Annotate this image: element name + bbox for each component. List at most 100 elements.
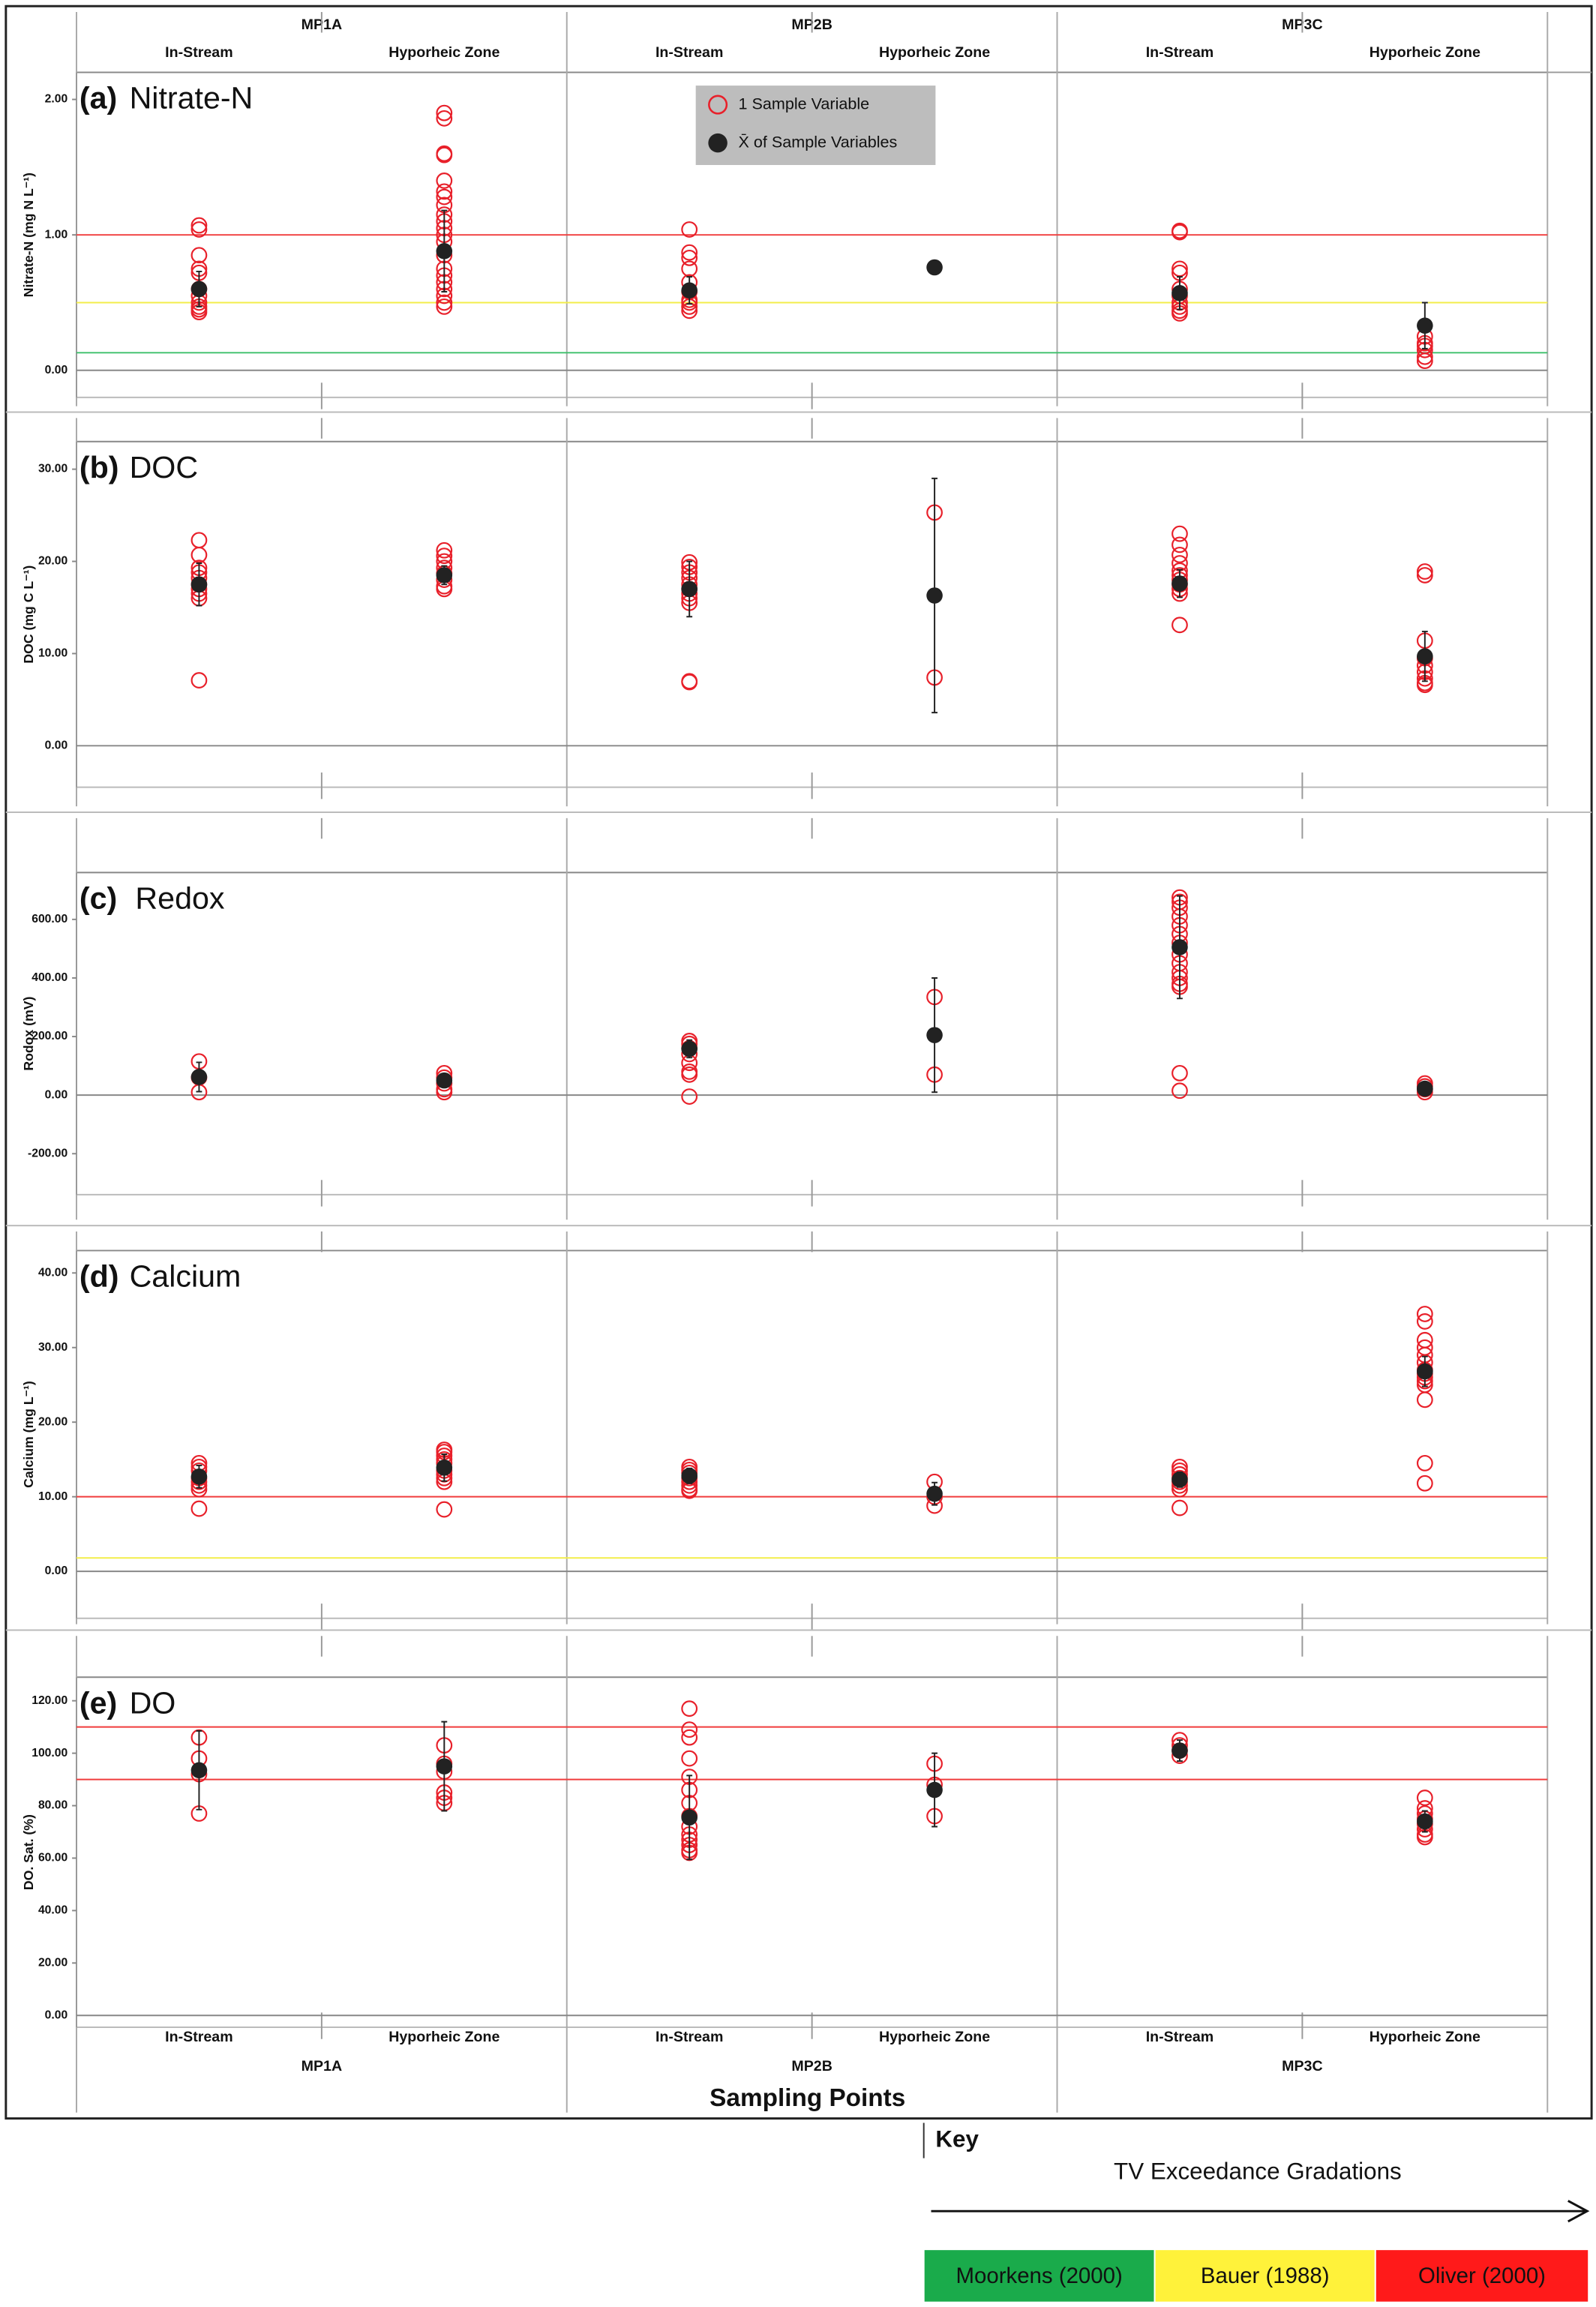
y-tick-label: 30.00 [38, 463, 68, 476]
mean-point [436, 1758, 453, 1774]
legend-label: 1 Sample Variable [739, 94, 870, 112]
sample-point [190, 1500, 208, 1517]
sample-point [1416, 567, 1433, 584]
mean-point [681, 1809, 698, 1826]
y-tick-label: 1.00 [45, 228, 68, 241]
sample-point [1416, 1306, 1433, 1322]
sample-point [190, 532, 208, 549]
site-label: MP3C [1282, 2058, 1322, 2074]
mean-point [1417, 317, 1433, 334]
mean-point [926, 587, 943, 604]
key-swatch [922, 2248, 1156, 2303]
y-axis-label: Rodox (mV) [21, 997, 36, 1071]
key-label: Bauer (1988) [1201, 2264, 1330, 2288]
sample-point [436, 1501, 453, 1518]
sample-point [1416, 1790, 1433, 1806]
sample-point [681, 221, 698, 238]
mean-point [1417, 1080, 1433, 1097]
panel-letter: (a) [80, 81, 117, 116]
sample-point [436, 146, 453, 164]
category-label: In-Stream [165, 2029, 232, 2045]
sample-point [1172, 547, 1188, 563]
mean-point [1172, 1742, 1188, 1759]
key-swatch [1374, 2248, 1590, 2303]
sample-point [1416, 352, 1433, 370]
sample-point [681, 244, 698, 261]
mean-point [436, 243, 453, 260]
panel-title: Nitrate-N [130, 81, 254, 116]
sample-point [1172, 222, 1188, 239]
legend-box [695, 86, 936, 166]
sample-point [436, 104, 453, 122]
mean-point [436, 1072, 453, 1089]
y-tick-label: 400.00 [32, 971, 68, 984]
sample-point [681, 1721, 698, 1738]
mean-point [1172, 1471, 1188, 1488]
sample-point [436, 183, 453, 200]
panel-letter: (c) [80, 881, 117, 916]
x-axis-title: Sampling Points [710, 2084, 905, 2112]
mean-point [1417, 1813, 1433, 1830]
y-axis-label: DOC (mg C L⁻¹) [21, 566, 36, 664]
mean-point [1417, 1363, 1433, 1380]
sample-point [681, 260, 698, 278]
category-label: Hyporheic Zone [879, 2029, 990, 2045]
category-label: Hyporheic Zone [1370, 44, 1480, 61]
legend-marker [708, 133, 728, 153]
sample-point [681, 1700, 698, 1718]
y-tick-label: -200.00 [28, 1147, 68, 1160]
category-label: In-Stream [1146, 44, 1214, 61]
sample-point [1172, 1082, 1188, 1100]
y-tick-label: 2.00 [45, 93, 68, 106]
y-tick-label: 120.00 [32, 1694, 68, 1707]
y-tick-label: 0.00 [45, 2008, 68, 2021]
mean-point [436, 567, 453, 584]
category-label: Hyporheic Zone [388, 2029, 500, 2045]
y-tick-label: 0.00 [45, 739, 68, 752]
y-tick-label: 20.00 [38, 555, 68, 568]
category-label: In-Stream [656, 44, 723, 61]
y-tick-label: 200.00 [32, 1030, 68, 1042]
sample-point [681, 674, 698, 691]
sample-point [190, 217, 208, 234]
mean-point [926, 1027, 943, 1043]
sample-point [190, 672, 208, 688]
y-tick-label: 10.00 [38, 1490, 68, 1503]
key-title: Key [935, 2126, 979, 2152]
sample-point [681, 249, 698, 266]
sample-point [436, 145, 453, 162]
sample-point [436, 548, 453, 565]
sample-point [1172, 616, 1188, 634]
mean-point [436, 1460, 453, 1476]
mean-point [681, 1040, 698, 1058]
mean-point [1417, 648, 1433, 664]
legend-label: X̄ of Sample Variables [739, 132, 898, 151]
sample-point [1172, 260, 1188, 278]
y-tick-label: 30.00 [38, 1341, 68, 1354]
sample-point [681, 1750, 698, 1767]
mean-point [681, 580, 698, 598]
y-axis-label: Nitrate-N (mg N L⁻¹) [21, 172, 36, 297]
panel-title: Redox [135, 881, 224, 916]
mean-point [681, 1468, 698, 1484]
y-axis-label: DO. Sat. (%) [21, 1814, 36, 1890]
site-label: MP1A [302, 2058, 342, 2074]
sample-point [436, 188, 453, 206]
sample-point [1416, 348, 1433, 365]
mean-point [926, 259, 943, 276]
y-tick-label: 600.00 [32, 913, 68, 926]
sample-point [436, 110, 453, 127]
category-label: In-Stream [656, 2029, 723, 2045]
mean-point [926, 1781, 943, 1798]
sample-point [1416, 1474, 1433, 1492]
mean-point [681, 282, 698, 299]
legend-marker [708, 94, 728, 115]
sample-point [1416, 1391, 1433, 1408]
sample-point [436, 172, 453, 189]
category-label: Hyporheic Zone [1370, 2029, 1480, 2045]
y-tick-label: 0.00 [45, 364, 68, 376]
y-tick-label: 60.00 [38, 1852, 68, 1864]
sample-point [1416, 1455, 1433, 1472]
y-tick-label: 40.00 [38, 1266, 68, 1279]
